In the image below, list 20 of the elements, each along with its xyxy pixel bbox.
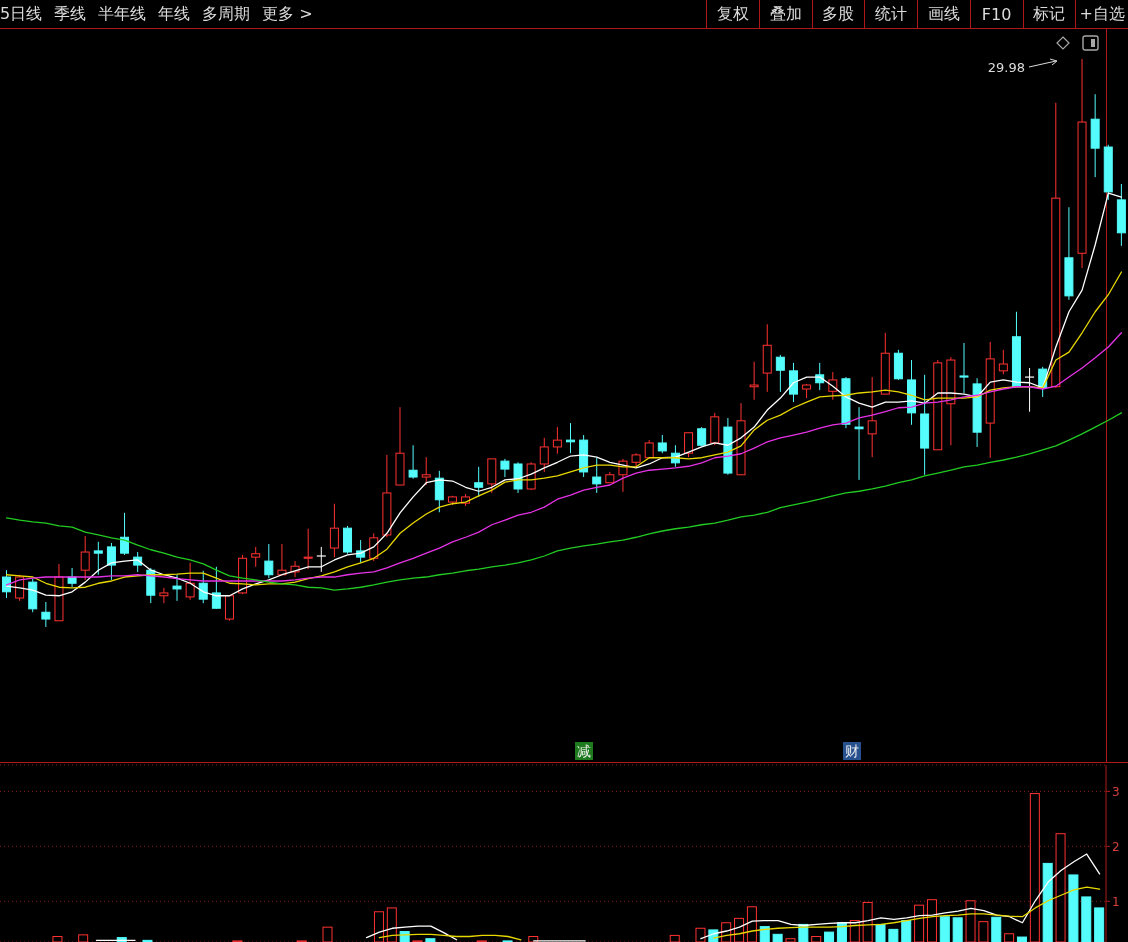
text: F10 xyxy=(981,4,1012,24)
text: 年线 xyxy=(158,3,191,25)
y-tick-label: 2 xyxy=(1112,839,1120,854)
y-tick-label: 3 xyxy=(1112,784,1120,799)
text: +自选 xyxy=(1079,3,1125,25)
text: 半年线 xyxy=(98,3,147,25)
text: 5日线 xyxy=(0,3,43,25)
annotation: 29.98 xyxy=(986,60,1025,75)
text: 标记 xyxy=(1033,3,1066,25)
text: 季线 xyxy=(54,3,87,25)
text: 叠加 xyxy=(769,3,802,25)
text: 多周期 xyxy=(202,3,251,25)
text: 财 xyxy=(843,742,861,760)
text: 更多 > xyxy=(262,3,313,25)
text: 减 xyxy=(575,742,593,760)
text: 多股 xyxy=(822,3,855,25)
text: 统计 xyxy=(875,3,908,25)
text: 画线 xyxy=(927,3,960,25)
y-tick-label: 1 xyxy=(1112,894,1120,909)
text: 复权 xyxy=(716,3,749,25)
